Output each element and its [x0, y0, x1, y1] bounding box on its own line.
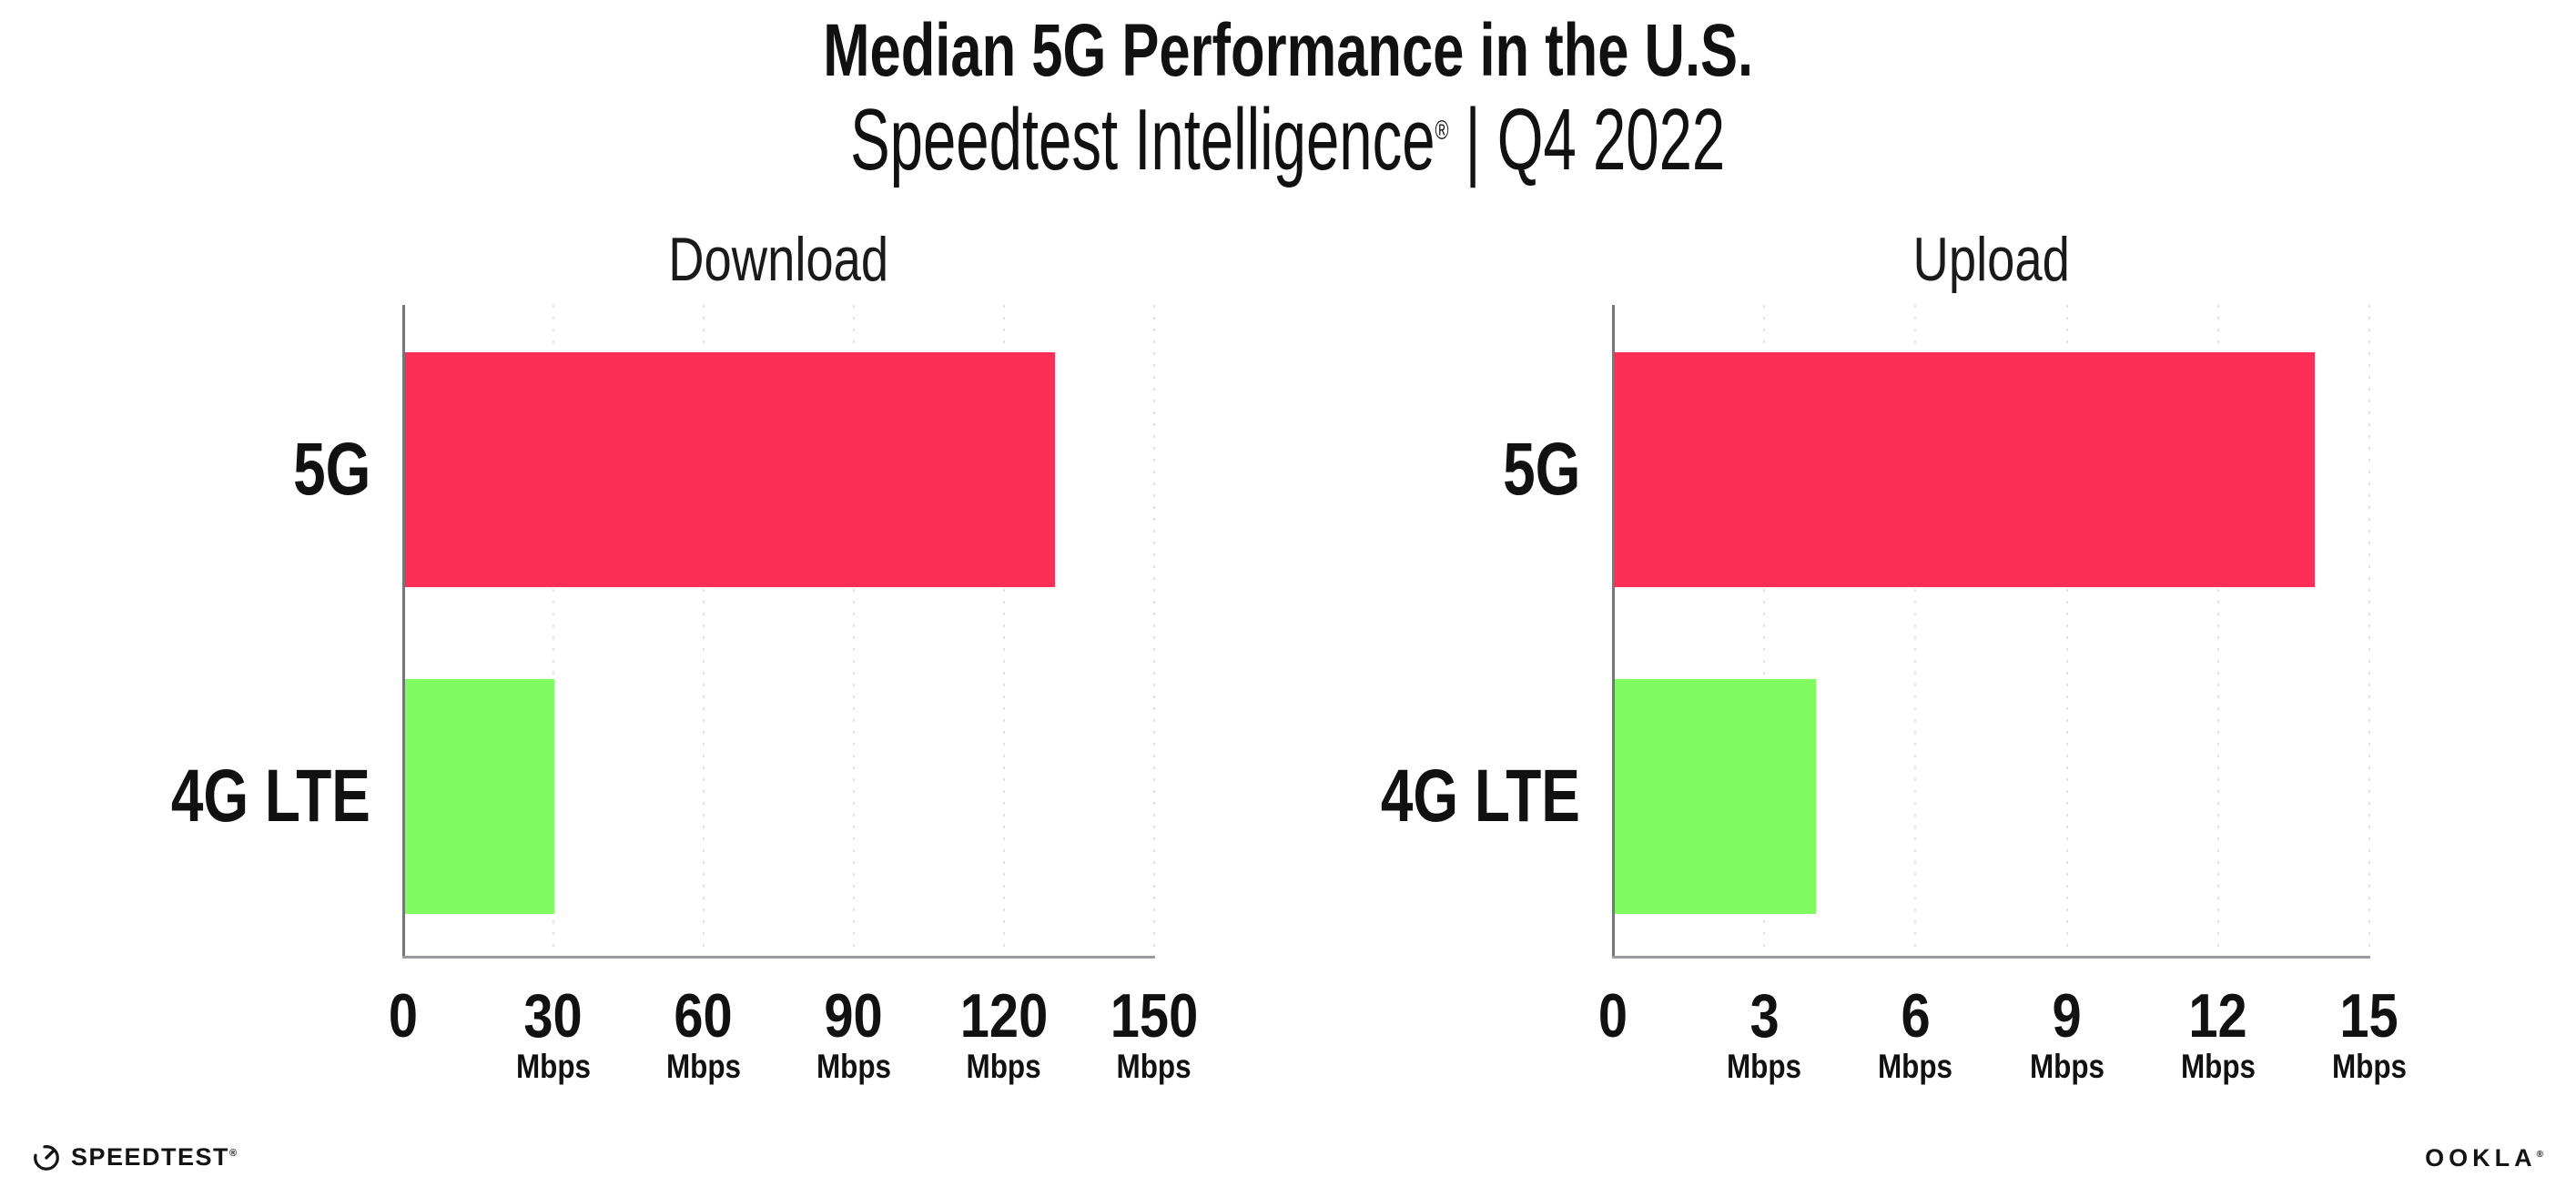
bar-5g-download: [404, 352, 1055, 587]
speedtest-wordmark: SPEEDTEST®: [71, 1142, 238, 1171]
y-axis-line: [1612, 305, 1615, 958]
speedtest-logo: SPEEDTEST®: [31, 1138, 237, 1176]
bar-4g-lte-upload: [1614, 679, 1816, 914]
page-title-text: Median 5G Performance in the U.S.: [823, 9, 1753, 92]
gridline: [1003, 305, 1005, 958]
bar-4g-lte-download: [404, 679, 554, 914]
category-label-5g: 5G: [292, 428, 370, 511]
x-tick: 9 Mbps: [2029, 981, 2104, 1085]
category-label-5g: 5G: [1502, 428, 1580, 511]
gridline: [2216, 305, 2219, 958]
x-tick: 150 Mbps: [1110, 981, 1199, 1085]
subtitle-brand: Speedtest Intelligence: [850, 91, 1435, 188]
y-axis-line: [402, 305, 405, 958]
x-tick: 30 Mbps: [515, 981, 592, 1085]
gridline: [1914, 305, 1917, 958]
registered-mark: ®: [229, 1147, 238, 1159]
bar-5g-upload: [1614, 352, 2316, 587]
category-label-4g-lte: 4G LTE: [170, 755, 370, 837]
gridline: [553, 305, 554, 958]
gridline: [853, 305, 855, 958]
x-axis-line: [402, 956, 1155, 959]
gridline: [2368, 305, 2370, 958]
gridline: [2065, 305, 2068, 958]
x-tick: 15 Mbps: [2331, 981, 2408, 1085]
page-title: Median 5G Performance in the U.S.: [0, 11, 2576, 91]
x-tick: 0: [388, 981, 419, 1050]
upload-chart-title: Upload: [1912, 225, 2070, 294]
ookla-logo: OOKLA®: [2425, 1140, 2543, 1176]
download-chart: Download 5G 4G LTE 0 30 Mbps 60 Mbps 90 …: [171, 228, 1198, 1085]
x-tick: 120 Mbps: [959, 981, 1049, 1085]
x-axis-line: [1612, 956, 2370, 959]
x-tick: 3 Mbps: [1727, 981, 1802, 1085]
category-label-4g-lte: 4G LTE: [1380, 755, 1580, 837]
x-tick: 12 Mbps: [2180, 981, 2256, 1085]
x-tick: 0: [1597, 981, 1628, 1050]
download-chart-title: Download: [668, 225, 889, 294]
registered-mark: ®: [2536, 1149, 2543, 1160]
gridline: [1153, 305, 1155, 958]
ookla-wordmark: OOKLA®: [2425, 1143, 2543, 1172]
gridline: [1763, 305, 1766, 958]
subtitle-period: | Q4 2022: [1448, 91, 1726, 188]
upload-chart: Upload 5G 4G LTE 0 3 Mbps 6 Mbps 9 Mbps …: [1381, 228, 2407, 1085]
page-subtitle: Speedtest Intelligence® | Q4 2022: [0, 93, 2576, 188]
x-tick: 6 Mbps: [1878, 981, 1953, 1085]
gridline: [703, 305, 705, 958]
x-tick: 90 Mbps: [816, 981, 892, 1085]
registered-mark: ®: [1435, 116, 1449, 146]
x-tick: 60 Mbps: [665, 981, 742, 1085]
speedtest-gauge-icon: [31, 1141, 62, 1172]
